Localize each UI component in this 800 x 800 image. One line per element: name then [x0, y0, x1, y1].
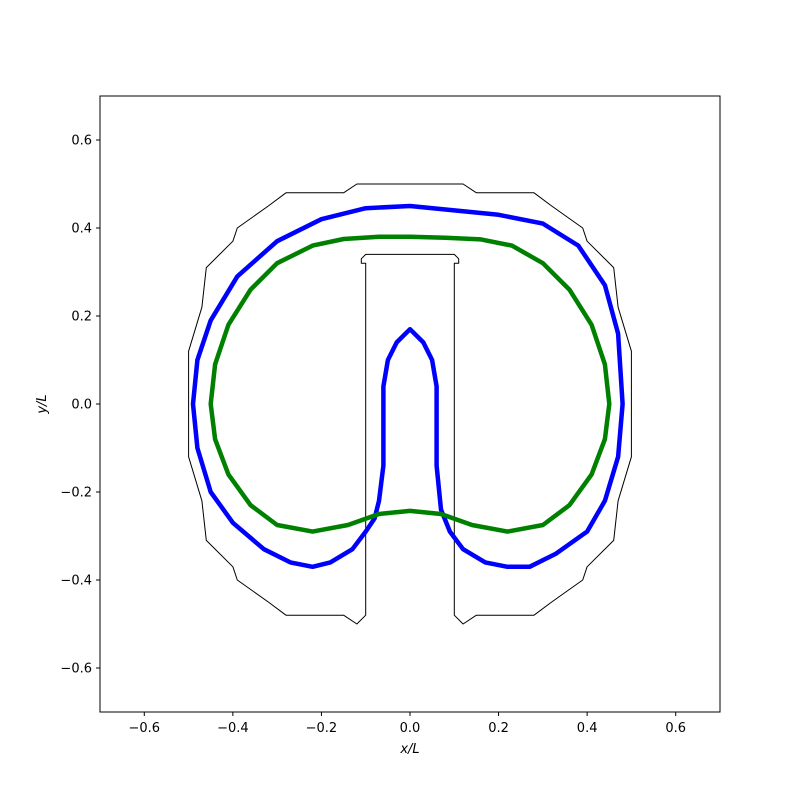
series-layer [188, 183, 632, 625]
x-axis-label: x/L [399, 742, 419, 757]
series-line-2 [208, 234, 612, 534]
y-tick-label: 0.2 [71, 310, 92, 325]
y-tick-label: −0.2 [60, 486, 92, 501]
y-tick-label: −0.4 [60, 574, 92, 589]
x-tick-label: −0.6 [128, 721, 160, 736]
y-axis: −0.6 −0.4 −0.2 0.0 0.2 0.4 0.6 [60, 134, 100, 677]
y-tick-label: 0.6 [71, 134, 92, 149]
x-tick-label: −0.4 [217, 721, 249, 736]
x-tick-label: −0.2 [306, 721, 338, 736]
x-tick-label: 0.4 [577, 721, 598, 736]
x-axis: −0.6 −0.4 −0.2 0.0 0.2 0.4 0.6 [128, 712, 686, 736]
x-tick-label: 0.6 [665, 721, 686, 736]
y-tick-label: 0.4 [71, 222, 92, 237]
x-tick-label: 0.2 [488, 721, 509, 736]
series-line-0 [188, 183, 632, 625]
series-line-1 [190, 203, 625, 570]
y-axis-label: y/L [35, 394, 50, 414]
y-tick-label: 0.0 [71, 398, 92, 413]
x-tick-label: 0.0 [400, 721, 421, 736]
y-tick-label: −0.6 [60, 662, 92, 677]
